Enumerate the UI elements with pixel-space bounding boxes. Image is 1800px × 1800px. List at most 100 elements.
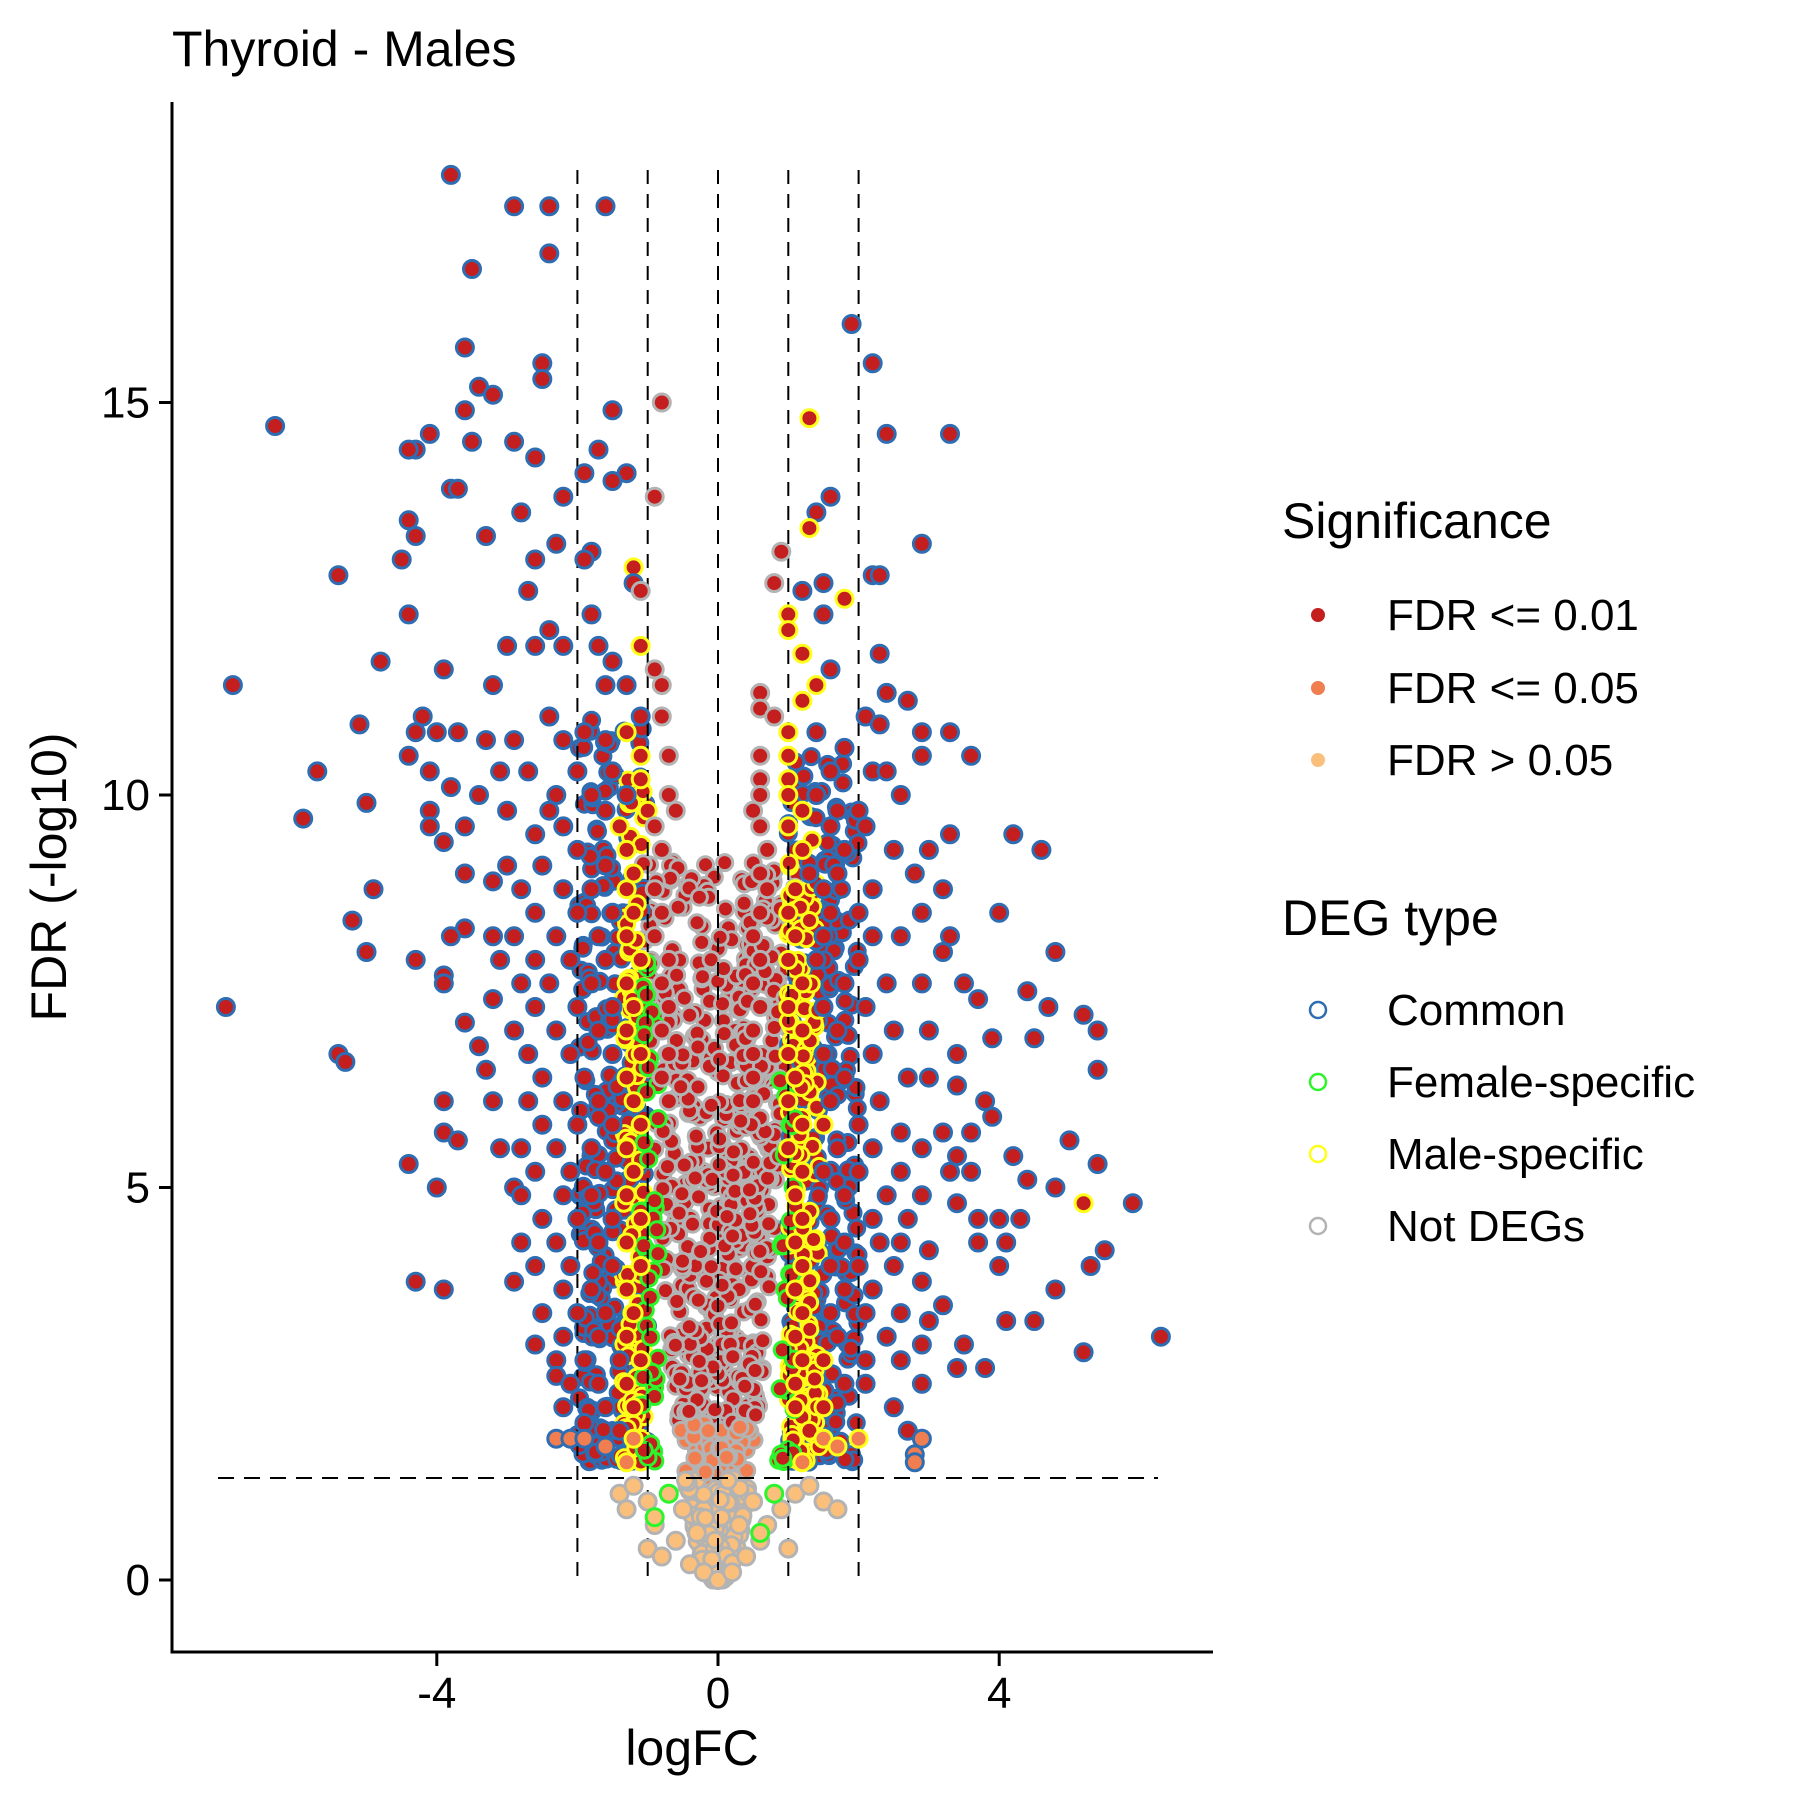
data-point: [518, 1044, 539, 1064]
data-point: [658, 745, 679, 766]
data-point: [834, 839, 855, 860]
data-point: [672, 1499, 693, 1520]
data-point: [567, 1208, 588, 1229]
data-point: [918, 1240, 939, 1261]
cloud-point: [718, 1471, 738, 1491]
data-point: [504, 730, 525, 751]
data-point: [616, 1020, 637, 1041]
data-point: [743, 1067, 764, 1088]
band-point: [636, 985, 656, 1005]
data-point: [869, 1091, 890, 1112]
legend-key-not-degs: [1308, 1216, 1328, 1236]
data-point: [651, 1067, 672, 1088]
data-point: [1122, 1193, 1143, 1214]
data-point: [806, 785, 827, 805]
data-point: [602, 400, 623, 421]
band-point: [634, 1133, 654, 1153]
legend-key-male-specific: [1308, 1144, 1328, 1164]
band-point: [804, 1230, 824, 1249]
data-point: [1010, 1208, 1031, 1229]
data-point: [391, 549, 412, 570]
data-point: [433, 1091, 454, 1112]
data-point: [616, 1138, 637, 1159]
data-point: [820, 1208, 841, 1229]
data-point: [504, 926, 525, 947]
data-point: [398, 439, 419, 460]
data-point: [785, 879, 806, 900]
data-point: [785, 1397, 806, 1418]
data-point: [525, 447, 546, 468]
data-point: [623, 1091, 644, 1112]
y-tick-label: 5: [126, 1164, 150, 1213]
data-point: [588, 1020, 609, 1041]
cloud-point: [667, 965, 687, 985]
data-point: [335, 1051, 356, 1072]
cloud-point: [672, 1184, 692, 1204]
data-point: [602, 1208, 623, 1229]
data-point: [876, 1326, 897, 1347]
data-point: [454, 816, 475, 837]
data-point: [518, 1091, 539, 1112]
data-point: [588, 1373, 609, 1394]
data-point: [567, 761, 588, 782]
data-point: [785, 1232, 806, 1253]
data-point: [869, 1232, 890, 1253]
data-point: [764, 1483, 785, 1504]
cloud-point: [734, 893, 754, 913]
data-point: [665, 1530, 686, 1551]
data-point: [785, 926, 806, 947]
cloud-point: [735, 1376, 755, 1396]
deg-type-legend-title: DEG type: [1282, 890, 1499, 946]
legend-key-fdr-001: [1311, 608, 1325, 622]
cloud-point: [713, 994, 732, 1014]
data-point: [750, 949, 771, 970]
data-point: [658, 1483, 679, 1504]
data-point: [630, 635, 651, 656]
band-point: [800, 1271, 820, 1291]
data-point: [644, 659, 665, 680]
data-point: [623, 1397, 644, 1418]
data-point: [933, 1295, 953, 1316]
data-point: [595, 196, 616, 217]
cloud-point: [712, 1275, 732, 1295]
data-point: [1094, 1240, 1115, 1261]
cloud-point: [710, 1129, 730, 1149]
data-point: [1150, 1326, 1171, 1347]
data-point: [792, 643, 813, 664]
cloud-point: [683, 1214, 702, 1234]
data-point: [356, 942, 377, 962]
data-point: [483, 1091, 503, 1112]
data-point: [1045, 942, 1066, 962]
data-point: [827, 800, 848, 821]
data-point: [792, 1020, 813, 1041]
data-point: [630, 1208, 651, 1229]
data-point: [1087, 1154, 1108, 1174]
data-point: [469, 1036, 489, 1057]
data-point: [588, 1232, 609, 1253]
band-point: [833, 773, 853, 793]
band-point: [647, 1220, 667, 1240]
legend-key-fdr-005: [1311, 681, 1325, 695]
data-point: [398, 1154, 419, 1174]
data-point: [820, 816, 841, 837]
data-point: [462, 431, 482, 452]
data-point: [827, 1436, 848, 1457]
data-point: [792, 580, 813, 601]
data-point: [637, 1491, 658, 1512]
data-point: [834, 1067, 855, 1088]
data-point: [532, 369, 553, 389]
data-point: [771, 541, 792, 562]
data-point: [483, 675, 503, 696]
data-point: [497, 800, 518, 821]
data-point: [862, 1044, 883, 1064]
cloud-point: [692, 932, 712, 952]
data-point: [911, 973, 932, 994]
data-point: [525, 549, 546, 570]
data-point: [539, 973, 560, 994]
data-point: [792, 839, 813, 860]
data-point: [644, 926, 665, 947]
data-point: [778, 745, 799, 766]
data-point: [806, 949, 827, 970]
cloud-point: [701, 1257, 721, 1277]
